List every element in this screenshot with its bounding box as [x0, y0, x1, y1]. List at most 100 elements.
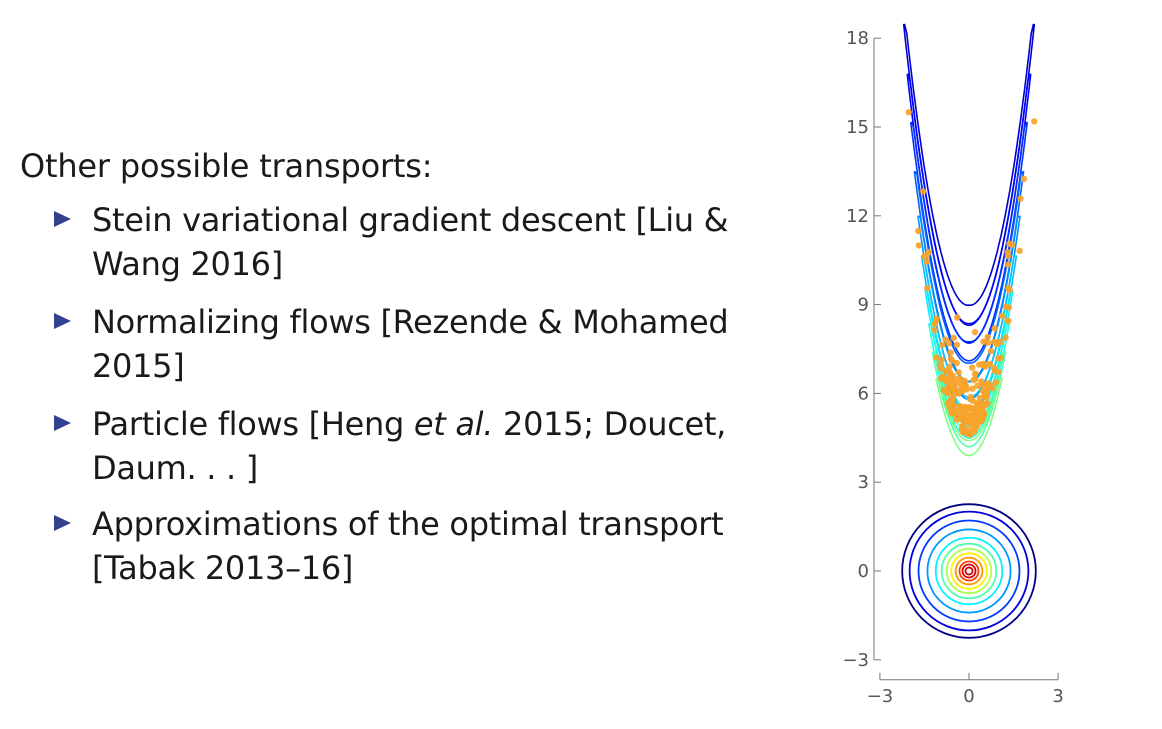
- sample-point: [1006, 240, 1013, 247]
- sample-point: [969, 385, 976, 392]
- bullet-triangle-icon: [54, 415, 71, 431]
- sample-point: [964, 416, 972, 424]
- sample-point: [970, 376, 977, 384]
- bullet-text: 2015; Doucet,: [493, 405, 727, 443]
- x-tick-label: 3: [1052, 686, 1063, 707]
- sample-point: [954, 314, 961, 321]
- bullet-triangle-icon: [54, 211, 71, 227]
- sample-point: [938, 341, 946, 349]
- sample-point: [915, 227, 922, 235]
- sample-point: [971, 329, 979, 336]
- bullet-triangle-icon: [54, 515, 71, 531]
- sample-point: [940, 386, 947, 394]
- sample-point: [987, 347, 995, 355]
- y-tick-label: 9: [858, 295, 869, 316]
- contour-plot: −3 0 3 6 9 12 15 18 −3 0 3: [842, 23, 1064, 707]
- sample-point: [956, 414, 963, 421]
- sample-point: [965, 405, 972, 413]
- sample-point: [997, 338, 1004, 345]
- y-tick-label: 6: [858, 383, 869, 404]
- source-contour-ring: [940, 542, 998, 600]
- sample-point: [953, 341, 961, 348]
- sample-point: [998, 312, 1006, 320]
- source-contour-ring: [926, 528, 1012, 614]
- source-contour-ring: [934, 536, 1004, 606]
- sample-point: [991, 325, 998, 332]
- sample-point: [905, 109, 912, 116]
- sample-point: [966, 431, 974, 438]
- sample-point: [925, 248, 932, 256]
- sample-point: [1004, 261, 1012, 268]
- y-tick-label: 3: [858, 472, 869, 493]
- sample-point: [951, 390, 958, 398]
- x-tick-label: 0: [963, 686, 974, 707]
- source-contour-ring: [950, 552, 988, 590]
- sample-point: [978, 378, 985, 385]
- bullet-line: Wang 2016]: [92, 245, 283, 283]
- sample-point: [980, 338, 987, 345]
- sample-point: [984, 384, 992, 392]
- sample-point: [958, 383, 966, 390]
- y-tick-label: −3: [842, 650, 869, 671]
- sample-point: [984, 400, 991, 407]
- sample-point: [974, 382, 981, 389]
- source-contour-ring: [954, 556, 984, 586]
- sample-point: [1002, 334, 1009, 341]
- bullet-line: Normalizing flows [Rezende & Mohamed: [92, 303, 729, 341]
- sample-point: [938, 375, 945, 382]
- bullet-line: Approximations of the optimal transport: [92, 505, 724, 543]
- sample-point: [947, 349, 954, 356]
- y-tick-label: 15: [846, 117, 869, 138]
- sample-point: [976, 404, 983, 412]
- sample-point: [1031, 118, 1038, 125]
- bullet-text-italic: et al.: [413, 405, 494, 443]
- sample-point: [953, 359, 960, 367]
- bullet-line: [Tabak 2013–16]: [92, 549, 354, 587]
- plot-axes: −3 0 3 6 9 12 15 18 −3 0 3: [842, 28, 1063, 707]
- sample-point: [995, 355, 1002, 362]
- sample-point: [936, 361, 944, 368]
- bullet-line: 2015]: [92, 347, 185, 385]
- source-contour-ring: [958, 560, 980, 582]
- source-contour-ring: [945, 547, 993, 595]
- y-tick-label: 0: [858, 561, 869, 582]
- sample-point: [1017, 195, 1024, 202]
- sample-point: [992, 379, 1000, 386]
- sample-point: [951, 411, 958, 418]
- sample-point: [931, 327, 938, 334]
- sample-point: [950, 402, 958, 410]
- sample-point: [921, 253, 928, 260]
- x-tick-label: −3: [867, 686, 894, 707]
- source-contour-ring: [901, 503, 1037, 639]
- sample-point: [983, 394, 990, 401]
- source-contours: [901, 503, 1037, 639]
- source-contour-ring: [961, 563, 977, 579]
- sample-point: [1020, 175, 1028, 183]
- sample-point: [984, 333, 991, 341]
- sample-point: [959, 425, 966, 432]
- sample-point: [933, 354, 940, 361]
- sample-point: [974, 421, 981, 428]
- sample-point: [976, 361, 983, 368]
- sample-point: [945, 383, 952, 390]
- sample-point: [946, 363, 953, 370]
- sample-point: [1016, 247, 1023, 255]
- target-contour-line: [935, 378, 1003, 457]
- sample-point: [995, 368, 1002, 376]
- sample-point: [969, 364, 976, 371]
- bullet-text: Particle flows [Heng: [92, 405, 414, 443]
- sample-point: [948, 357, 955, 364]
- sample-point: [945, 340, 952, 347]
- sample-point: [969, 397, 976, 404]
- sample-point: [1004, 249, 1011, 256]
- source-contour-ring: [964, 566, 974, 576]
- target-contour-line: [910, 121, 1028, 362]
- sample-points: [905, 109, 1038, 438]
- source-contour-ring: [917, 519, 1021, 623]
- sample-point: [944, 368, 951, 376]
- sample-point: [1005, 317, 1012, 325]
- bullet-line: Particle flows [Heng et al. 2015; Doucet…: [92, 404, 726, 444]
- sample-point: [972, 370, 979, 377]
- sample-point: [1006, 287, 1013, 294]
- sample-point: [984, 380, 991, 387]
